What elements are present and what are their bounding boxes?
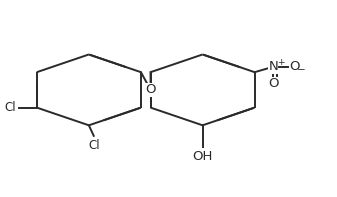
Text: +: + xyxy=(277,58,284,67)
Text: OH: OH xyxy=(192,150,213,163)
Text: O: O xyxy=(145,83,156,96)
Text: Cl: Cl xyxy=(4,101,16,114)
Text: O: O xyxy=(268,77,279,90)
Text: −: − xyxy=(297,65,306,75)
Text: Cl: Cl xyxy=(88,139,99,152)
Text: O: O xyxy=(289,60,300,73)
Text: N: N xyxy=(269,60,278,73)
